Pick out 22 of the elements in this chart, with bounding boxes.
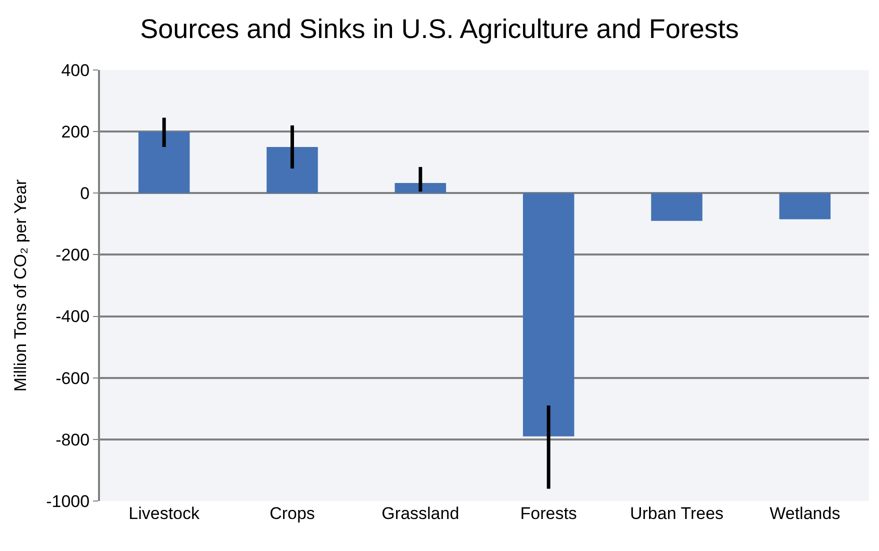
y-axis-title: Million Tons of CO₂ per Year: [11, 179, 30, 392]
y-tick-label: -600: [56, 368, 90, 388]
y-tick-label: -1000: [46, 492, 90, 511]
chart-title: Sources and Sinks in U.S. Agriculture and Forests: [140, 14, 739, 44]
y-tick-label: -400: [56, 307, 90, 326]
bar: [138, 132, 190, 194]
y-tick-label: -800: [56, 430, 90, 450]
bar: [651, 193, 702, 221]
y-tick-label: -200: [56, 246, 90, 265]
x-tick-label: Grassland: [382, 504, 460, 523]
bar: [779, 193, 831, 220]
x-tick-label: Urban Trees: [630, 504, 724, 523]
y-tick-label: 200: [61, 122, 90, 142]
bar: [266, 146, 318, 194]
x-tick-label: Livestock: [128, 504, 200, 523]
x-tick-label: Forests: [520, 504, 577, 523]
y-tick-label: 0: [80, 184, 90, 204]
x-tick-label: Wetlands: [770, 504, 840, 523]
y-tick-label: 400: [61, 60, 90, 80]
bar: [522, 193, 574, 436]
x-tick-label: Crops: [270, 504, 315, 523]
bar: [394, 182, 446, 194]
